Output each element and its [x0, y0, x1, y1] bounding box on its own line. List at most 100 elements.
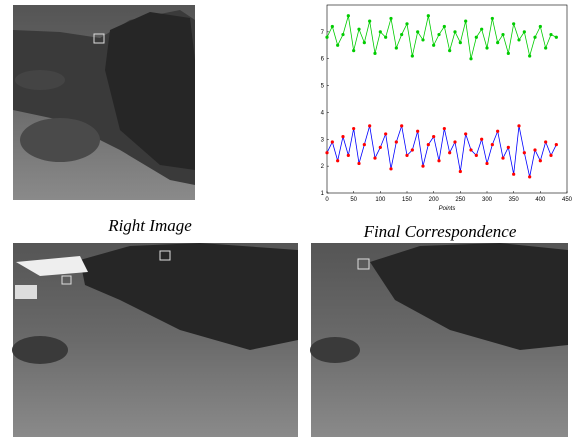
point — [491, 143, 494, 146]
x-tick-label: 350 — [509, 197, 520, 203]
y-tick-label: 2 — [321, 164, 325, 170]
point — [331, 140, 334, 143]
x-tick-label: 400 — [535, 197, 546, 203]
x-tick-label: 300 — [482, 197, 493, 203]
series-line — [327, 16, 556, 59]
figure: Right Image Final Correspondence Points … — [0, 0, 573, 439]
point — [352, 49, 355, 52]
point — [352, 127, 355, 130]
x-tick-label: 250 — [455, 197, 466, 203]
right-image — [13, 5, 195, 200]
point — [379, 30, 382, 33]
y-tick-label: 1 — [321, 191, 325, 197]
point — [512, 173, 515, 176]
point — [539, 159, 542, 162]
point — [523, 151, 526, 154]
plot-frame — [327, 5, 567, 193]
point — [389, 167, 392, 170]
point — [475, 36, 478, 39]
point — [507, 146, 510, 149]
right-image-bottom — [310, 243, 568, 437]
point — [512, 22, 515, 25]
point — [496, 41, 499, 44]
point — [443, 127, 446, 130]
caption: Final Correspondence — [363, 222, 517, 241]
y-tick-label: 5 — [321, 84, 325, 90]
point — [405, 154, 408, 157]
point — [459, 170, 462, 173]
point — [368, 124, 371, 127]
point — [448, 49, 451, 52]
point — [336, 44, 339, 47]
x-tick-label: 100 — [375, 197, 386, 203]
point — [469, 148, 472, 151]
point — [539, 25, 542, 28]
point — [395, 140, 398, 143]
series-line — [327, 126, 556, 177]
y-tick-label: 6 — [321, 57, 325, 63]
point — [485, 162, 488, 165]
point — [341, 33, 344, 36]
point — [453, 140, 456, 143]
point — [357, 162, 360, 165]
point — [325, 151, 328, 154]
point — [368, 20, 371, 23]
point — [400, 124, 403, 127]
point — [555, 36, 558, 39]
point — [443, 25, 446, 28]
point — [459, 41, 462, 44]
y-tick-label: 7 — [321, 30, 325, 36]
point — [421, 165, 424, 168]
point — [517, 124, 520, 127]
point — [501, 156, 504, 159]
point — [549, 154, 552, 157]
point — [485, 46, 488, 49]
point — [325, 36, 328, 39]
point — [496, 130, 499, 133]
point — [448, 151, 451, 154]
point — [347, 14, 350, 17]
point — [416, 130, 419, 133]
point — [411, 148, 414, 151]
point — [528, 54, 531, 57]
point — [384, 132, 387, 135]
point — [331, 25, 334, 28]
point — [427, 143, 430, 146]
point — [464, 20, 467, 23]
point — [544, 46, 547, 49]
point — [400, 33, 403, 36]
point — [427, 14, 430, 17]
x-tick-label: 450 — [562, 197, 573, 203]
point — [469, 57, 472, 60]
x-tick-label: 0 — [325, 197, 329, 203]
point — [464, 132, 467, 135]
point — [533, 36, 536, 39]
point — [341, 135, 344, 138]
point — [491, 17, 494, 20]
y-tick-label: 3 — [321, 137, 325, 143]
caption: Right Image — [107, 216, 192, 235]
x-axis-label: Points — [439, 206, 456, 212]
point — [544, 140, 547, 143]
point — [384, 36, 387, 39]
point — [475, 154, 478, 157]
point — [517, 38, 520, 41]
point — [373, 52, 376, 55]
point — [421, 38, 424, 41]
point — [549, 33, 552, 36]
y-tick-label: 4 — [321, 110, 325, 116]
point — [437, 33, 440, 36]
left-image — [12, 243, 298, 437]
point — [501, 33, 504, 36]
point — [389, 17, 392, 20]
point — [533, 148, 536, 151]
point — [411, 54, 414, 57]
point — [555, 143, 558, 146]
point — [528, 175, 531, 178]
x-tick-label: 50 — [350, 197, 357, 203]
point — [480, 138, 483, 141]
point — [363, 41, 366, 44]
point — [432, 135, 435, 138]
point — [416, 30, 419, 33]
point — [395, 46, 398, 49]
